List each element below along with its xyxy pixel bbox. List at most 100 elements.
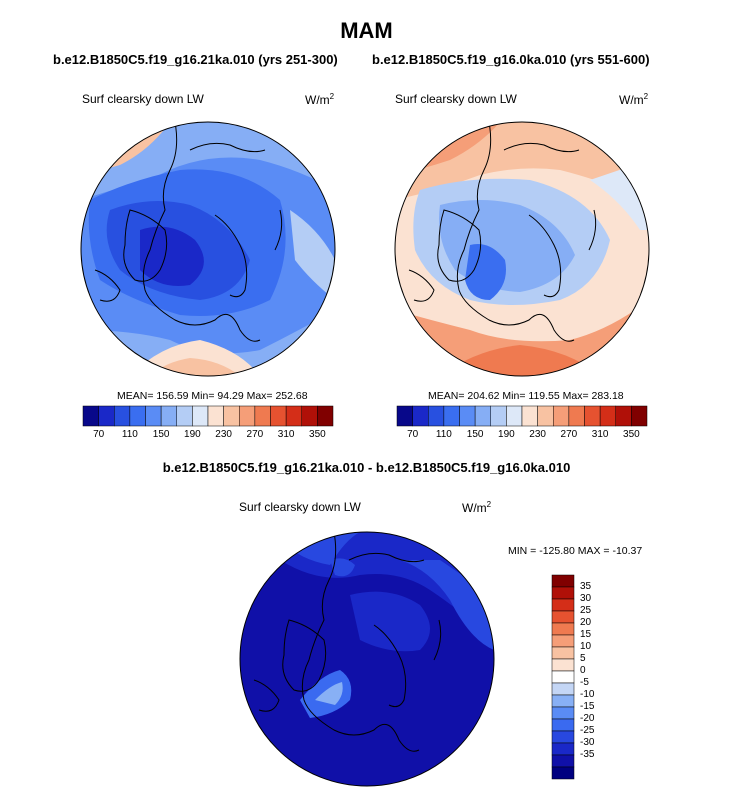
diff-colorbar-swatch-4 <box>551 622 575 636</box>
right-colorbar-swatch-9 <box>537 405 554 427</box>
left-colorbar-ticks: 70 110 150 190 230 270 310 350 <box>83 429 333 443</box>
right-colorbar-swatch-2 <box>428 405 445 427</box>
left-colorbar-swatch-11 <box>254 405 271 427</box>
diff-colorbar-swatch-8 <box>551 670 575 684</box>
season-title: MAM <box>340 18 393 43</box>
right-colorbar <box>396 405 648 427</box>
right-stats: MEAN= 204.62 Min= 119.55 Max= 283.18 <box>428 390 624 402</box>
left-colorbar-swatch-12 <box>270 405 287 427</box>
diff-colorbar-tick-label: -30 <box>580 737 595 748</box>
right-units-exp: 2 <box>643 92 649 101</box>
left-colorbar-tick-label: 150 <box>152 429 170 440</box>
left-colorbar-swatch-2 <box>114 405 131 427</box>
left-colorbar-swatch-15 <box>317 405 334 427</box>
right-colorbar-tick-label: 110 <box>435 429 452 440</box>
right-colorbar-swatch-8 <box>521 405 538 427</box>
diff-stats: MIN = -125.80 MAX = -10.37 <box>508 545 643 557</box>
right-colorbar-swatch-6 <box>490 405 507 427</box>
diff-colorbar-tick-label: 5 <box>580 653 586 664</box>
right-colorbar-swatch-14 <box>615 405 632 427</box>
right-colorbar-tick-label: 70 <box>407 429 419 440</box>
diff-colorbar-tick-label: 35 <box>580 581 592 592</box>
right-units-base: W/m <box>619 93 644 107</box>
left-colorbar-swatch-9 <box>223 405 240 427</box>
diff-colorbar-tick-label: -5 <box>580 677 589 688</box>
diff-units-exp: 2 <box>486 500 492 509</box>
diff-units-base: W/m <box>462 501 487 515</box>
right-colorbar-swatch-12 <box>584 405 601 427</box>
left-colorbar-swatch-14 <box>301 405 318 427</box>
diff-colorbar-swatch-5 <box>551 634 575 648</box>
diff-colorbar-tick-label: 30 <box>580 593 592 604</box>
diff-colorbar-swatch-1 <box>551 586 575 600</box>
left-units-exp: 2 <box>329 92 335 101</box>
diff-colorbar-swatch-0 <box>551 574 575 588</box>
left-colorbar <box>82 405 334 427</box>
diff-colorbar-swatch-12 <box>551 718 575 732</box>
diff-colorbar-tick-label: -20 <box>580 713 595 724</box>
diff-colorbar-swatch-2 <box>551 598 575 612</box>
right-case-title: b.e12.B1850C5.f19_g16.0ka.010 (yrs 551-6… <box>372 52 650 67</box>
diff-colorbar-swatch-11 <box>551 706 575 720</box>
diff-colorbar-tick-label: 10 <box>580 641 592 652</box>
right-colorbar-tick-label: 350 <box>623 429 640 440</box>
diff-colorbar-tick-label: -35 <box>580 749 595 760</box>
diff-colorbar-swatch-14 <box>551 742 575 756</box>
left-stats: MEAN= 156.59 Min= 94.29 Max= 252.68 <box>117 390 308 402</box>
diff-colorbar-swatch-15 <box>551 754 575 768</box>
diff-colorbar-swatch-6 <box>551 646 575 660</box>
diff-title: b.e12.B1850C5.f19_g16.21ka.010 - b.e12.B… <box>162 460 571 475</box>
diff-colorbar-tick-label: -10 <box>580 689 595 700</box>
diff-colorbar-ticks: 35 30 25 20 15 10 5 0 -5 -10 -15 -20 -25 -30 -35 <box>580 575 620 779</box>
diff-colorbar <box>551 574 575 780</box>
diff-colorbar-tick-label: 0 <box>580 665 586 676</box>
diff-colorbar-swatch-10 <box>551 694 575 708</box>
right-colorbar-swatch-4 <box>459 405 476 427</box>
left-colorbar-swatch-13 <box>285 405 302 427</box>
left-variable-label: Surf clearsky down LW <box>82 92 204 106</box>
right-colorbar-swatch-10 <box>553 405 570 427</box>
diff-colorbar-tick-label: -25 <box>580 725 595 736</box>
left-colorbar-swatch-1 <box>98 405 115 427</box>
left-units-base: W/m <box>305 93 330 107</box>
left-colorbar-tick-label: 110 <box>121 429 138 440</box>
right-units-label: W/m2 <box>619 92 648 107</box>
left-colorbar-swatch-4 <box>145 405 162 427</box>
left-units-label: W/m2 <box>305 92 334 107</box>
left-case-title: b.e12.B1850C5.f19_g16.21ka.010 (yrs 251-… <box>53 52 338 67</box>
diff-colorbar-tick-label: -15 <box>580 701 595 712</box>
right-colorbar-swatch-11 <box>568 405 585 427</box>
left-colorbar-tick-label: 190 <box>184 429 201 440</box>
left-colorbar-tick-label: 270 <box>246 429 264 440</box>
right-colorbar-ticks: 70 110 150 190 230 270 310 350 <box>397 429 647 443</box>
right-colorbar-swatch-13 <box>599 405 616 427</box>
left-colorbar-tick-label: 70 <box>93 429 105 440</box>
right-colorbar-tick-label: 190 <box>498 429 515 440</box>
left-colorbar-tick-label: 350 <box>309 429 326 440</box>
left-colorbar-swatch-8 <box>207 405 224 427</box>
diff-colorbar-tick-label: 15 <box>580 629 592 640</box>
left-colorbar-swatch-6 <box>176 405 193 427</box>
right-colorbar-swatch-15 <box>631 405 648 427</box>
right-colorbar-swatch-5 <box>474 405 491 427</box>
right-colorbar-swatch-3 <box>443 405 460 427</box>
left-colorbar-tick-label: 230 <box>215 429 232 440</box>
right-colorbar-tick-label: 310 <box>591 429 609 440</box>
left-colorbar-swatch-3 <box>129 405 146 427</box>
right-colorbar-tick-label: 270 <box>560 429 578 440</box>
diff-colorbar-swatch-16 <box>551 766 575 780</box>
diff-colorbar-tick-label: 25 <box>580 605 592 616</box>
diff-colorbar-swatch-3 <box>551 610 575 624</box>
diff-units-label: W/m2 <box>462 500 491 515</box>
right-colorbar-tick-label: 230 <box>529 429 546 440</box>
left-colorbar-swatch-7 <box>192 405 209 427</box>
diff-colorbar-swatch-9 <box>551 682 575 696</box>
left-colorbar-swatch-10 <box>239 405 256 427</box>
diff-colorbar-swatch-13 <box>551 730 575 744</box>
left-colorbar-swatch-0 <box>82 405 99 427</box>
left-colorbar-tick-label: 310 <box>277 429 295 440</box>
right-colorbar-swatch-7 <box>506 405 523 427</box>
left-colorbar-swatch-5 <box>160 405 177 427</box>
right-colorbar-tick-label: 150 <box>466 429 484 440</box>
diff-variable-label: Surf clearsky down LW <box>239 500 361 514</box>
